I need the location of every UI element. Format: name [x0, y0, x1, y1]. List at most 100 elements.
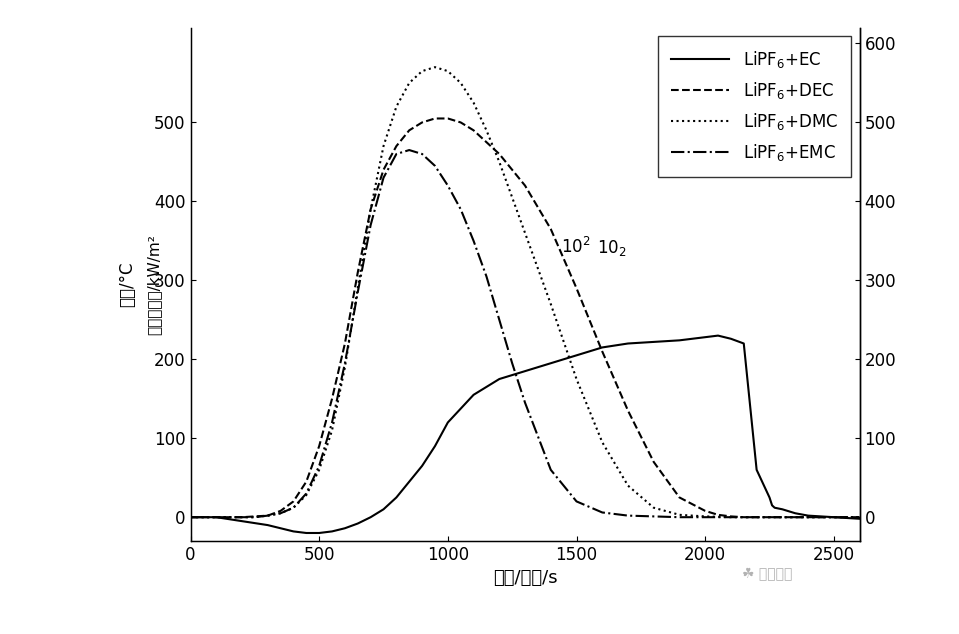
Text: $10^2$: $10^2$: [561, 236, 591, 257]
LiPF$_6$+EC: [404, 478, 415, 486]
LiPF$_6$+DMC: [519, 229, 530, 236]
LiPF$_6$+EC: [494, 375, 505, 383]
LiPF$_6$+EC: [622, 340, 634, 347]
LiPF$_6$+EC: [648, 338, 660, 346]
LiPF$_6$+EC: [828, 514, 839, 521]
LiPF$_6$+DEC: [404, 127, 415, 134]
LiPF$_6$+EC: [352, 520, 363, 527]
LiPF$_6$+EC: [687, 335, 698, 342]
LiPF$_6$+EMC: [390, 150, 402, 158]
LiPF$_6$+DEC: [339, 340, 351, 347]
LiPF$_6$+DEC: [314, 443, 325, 450]
LiPF$_6$+DMC: [854, 514, 865, 521]
LiPF$_6$+EC: [854, 515, 865, 522]
LiPF$_6$+EC: [673, 337, 685, 344]
LiPF$_6$+DEC: [275, 507, 287, 515]
LiPF$_6$+EMC: [430, 162, 441, 170]
LiPF$_6$+DEC: [673, 494, 685, 501]
LiPF$_6$+EMC: [288, 504, 299, 512]
X-axis label: 高度/时间/s: 高度/时间/s: [493, 569, 557, 587]
LiPF$_6$+EC: [442, 418, 454, 426]
Text: $10_2$: $10_2$: [597, 238, 626, 257]
LiPF$_6$+EC: [390, 494, 402, 501]
Line: LiPF$_6$+EMC: LiPF$_6$+EMC: [191, 150, 859, 517]
LiPF$_6$+EMC: [506, 359, 518, 367]
LiPF$_6$+DMC: [314, 466, 325, 474]
LiPF$_6$+DMC: [622, 482, 634, 489]
LiPF$_6$+DMC: [210, 514, 222, 521]
LiPF$_6$+EMC: [352, 288, 363, 296]
LiPF$_6$+DMC: [480, 127, 492, 134]
LiPF$_6$+DMC: [339, 363, 351, 371]
Line: LiPF$_6$+DEC: LiPF$_6$+DEC: [191, 119, 859, 517]
LiPF$_6$+EMC: [210, 514, 222, 521]
LiPF$_6$+EMC: [364, 221, 376, 229]
LiPF$_6$+EC: [262, 521, 273, 529]
LiPF$_6$+EMC: [314, 462, 325, 470]
LiPF$_6$+DEC: [378, 166, 389, 174]
LiPF$_6$+EMC: [300, 489, 312, 497]
LiPF$_6$+DEC: [288, 498, 299, 505]
LiPF$_6$+EMC: [699, 514, 711, 521]
LiPF$_6$+EMC: [455, 205, 466, 213]
LiPF$_6$+DMC: [416, 67, 428, 75]
LiPF$_6$+EC: [378, 505, 389, 513]
LiPF$_6$+EMC: [236, 514, 247, 521]
LiPF$_6$+EMC: [622, 512, 634, 519]
LiPF$_6$+DMC: [699, 513, 711, 521]
LiPF$_6$+EC: [210, 514, 222, 521]
LiPF$_6$+EC: [275, 524, 287, 532]
LiPF$_6$+EC: [519, 367, 530, 375]
LiPF$_6$+EC: [725, 335, 737, 342]
Text: 热释放速率/kW/m²: 热释放速率/kW/m²: [146, 234, 161, 335]
LiPF$_6$+DMC: [430, 63, 441, 71]
LiPF$_6$+EMC: [648, 513, 660, 521]
LiPF$_6$+EMC: [416, 150, 428, 158]
LiPF$_6$+DMC: [236, 514, 247, 521]
LiPF$_6$+EMC: [275, 510, 287, 517]
LiPF$_6$+DEC: [699, 507, 711, 515]
LiPF$_6$+DMC: [378, 142, 389, 150]
LiPF$_6$+DEC: [596, 347, 608, 355]
LiPF$_6$+DEC: [416, 119, 428, 126]
LiPF$_6$+EC: [751, 466, 762, 474]
LiPF$_6$+EC: [763, 494, 775, 501]
LiPF$_6$+EMC: [442, 182, 454, 190]
LiPF$_6$+DMC: [648, 504, 660, 512]
LiPF$_6$+EMC: [854, 514, 865, 521]
LiPF$_6$+DMC: [545, 301, 556, 308]
LiPF$_6$+DEC: [185, 514, 197, 521]
LiPF$_6$+EC: [699, 333, 711, 341]
LiPF$_6$+EC: [326, 527, 338, 535]
LiPF$_6$+DEC: [352, 269, 363, 276]
LiPF$_6$+DEC: [738, 514, 750, 521]
LiPF$_6$+EMC: [673, 514, 685, 521]
Text: ☘ 材料试验: ☘ 材料试验: [742, 567, 792, 581]
LiPF$_6$+EC: [545, 359, 556, 367]
LiPF$_6$+EC: [713, 332, 724, 339]
LiPF$_6$+EC: [596, 344, 608, 351]
LiPF$_6$+DMC: [494, 158, 505, 165]
LiPF$_6$+DEC: [455, 119, 466, 126]
LiPF$_6$+DEC: [262, 512, 273, 519]
LiPF$_6$+EMC: [494, 316, 505, 323]
LiPF$_6$+EMC: [545, 466, 556, 474]
LiPF$_6$+EC: [468, 391, 480, 399]
LiPF$_6$+DEC: [622, 407, 634, 415]
LiPF$_6$+DEC: [713, 511, 724, 519]
LiPF$_6$+DMC: [185, 514, 197, 521]
LiPF$_6$+DMC: [262, 512, 273, 519]
LiPF$_6$+DEC: [725, 513, 737, 521]
LiPF$_6$+DMC: [468, 99, 480, 107]
LiPF$_6$+DEC: [390, 142, 402, 150]
LiPF$_6$+EC: [430, 443, 441, 450]
LiPF$_6$+DMC: [596, 438, 608, 446]
LiPF$_6$+DEC: [751, 514, 762, 521]
LiPF$_6$+EC: [766, 501, 778, 509]
LiPF$_6$+EMC: [480, 273, 492, 280]
LiPF$_6$+DMC: [275, 510, 287, 517]
LiPF$_6$+EC: [364, 514, 376, 521]
LiPF$_6$+EC: [236, 517, 247, 525]
LiPF$_6$+DEC: [854, 514, 865, 521]
LiPF$_6$+DMC: [249, 514, 261, 521]
